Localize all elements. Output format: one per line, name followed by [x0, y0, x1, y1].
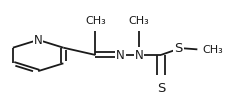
- Text: CH₃: CH₃: [85, 16, 106, 26]
- Text: N: N: [34, 34, 43, 47]
- Text: CH₃: CH₃: [129, 16, 149, 26]
- Text: N: N: [135, 49, 144, 62]
- Text: S: S: [157, 81, 165, 94]
- Text: N: N: [116, 49, 125, 62]
- Text: CH₃: CH₃: [202, 45, 223, 55]
- Text: S: S: [174, 42, 183, 55]
